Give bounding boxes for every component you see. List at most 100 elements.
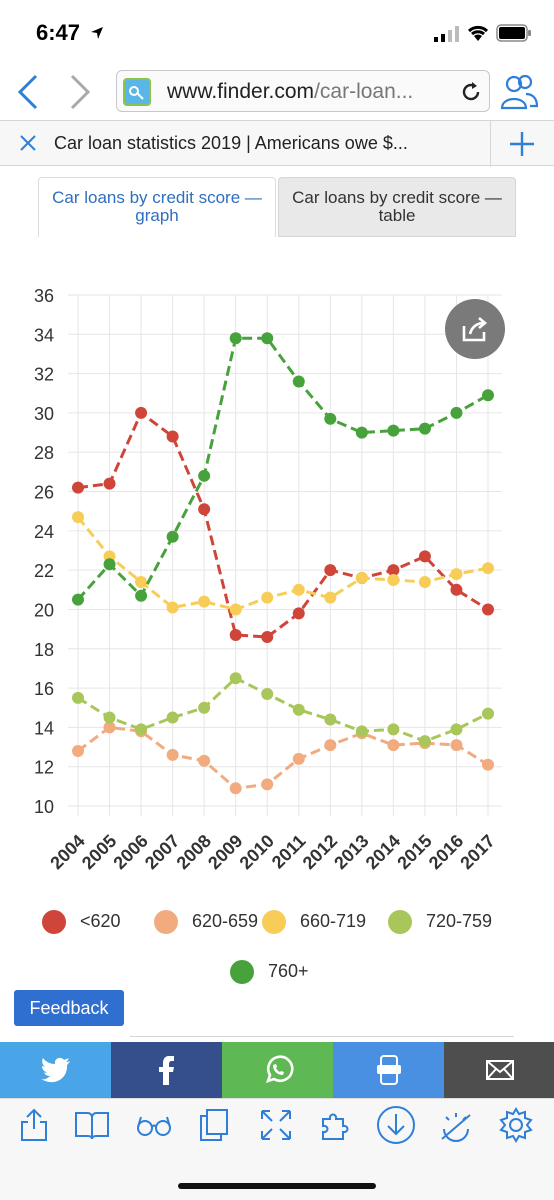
data-point[interactable]	[198, 503, 211, 516]
data-point[interactable]	[103, 558, 116, 571]
tab-table[interactable]: Car loans by credit score — table	[278, 177, 516, 237]
data-point[interactable]	[135, 575, 148, 588]
data-point[interactable]	[72, 511, 84, 524]
data-point[interactable]	[198, 754, 211, 767]
tab-title[interactable]: Car loan statistics 2019 | Americans owe…	[54, 133, 408, 153]
fullscreen-icon[interactable]	[258, 1107, 294, 1143]
share-icon[interactable]	[16, 1107, 52, 1143]
data-point[interactable]	[166, 430, 179, 443]
x-tick-label: 2015	[393, 831, 435, 873]
data-point[interactable]	[72, 691, 84, 704]
data-point[interactable]	[166, 601, 179, 614]
data-point[interactable]	[198, 595, 211, 608]
data-point[interactable]	[482, 603, 494, 616]
settings-gear-icon[interactable]	[498, 1107, 534, 1143]
data-point[interactable]	[103, 721, 116, 734]
reload-icon[interactable]	[459, 80, 483, 104]
data-point[interactable]	[135, 406, 148, 419]
data-point[interactable]	[450, 583, 463, 596]
data-point[interactable]	[72, 744, 84, 757]
data-point[interactable]	[324, 564, 337, 577]
data-point[interactable]	[166, 748, 179, 761]
browser-toolbar	[0, 1098, 554, 1200]
data-point[interactable]	[450, 568, 463, 581]
bookmarks-icon[interactable]	[74, 1107, 110, 1143]
data-point[interactable]	[324, 739, 337, 752]
chart-series	[72, 332, 494, 795]
new-tab-icon[interactable]	[508, 130, 536, 158]
data-point[interactable]	[292, 752, 305, 765]
back-button[interactable]	[14, 72, 42, 112]
tab-divider	[490, 121, 491, 167]
data-point[interactable]	[135, 589, 148, 602]
data-point[interactable]	[355, 725, 368, 738]
data-point[interactable]	[418, 575, 431, 588]
twitter-share-button[interactable]	[0, 1042, 111, 1098]
feedback-button[interactable]: Feedback	[14, 990, 124, 1026]
whatsapp-share-button[interactable]	[222, 1042, 333, 1098]
data-point[interactable]	[166, 530, 179, 543]
data-point[interactable]	[72, 481, 84, 494]
people-icon[interactable]	[500, 74, 538, 110]
data-point[interactable]	[418, 735, 431, 748]
data-point[interactable]	[292, 583, 305, 596]
data-point[interactable]	[135, 723, 148, 736]
chart-grid	[68, 294, 502, 816]
reading-glasses-icon[interactable]	[136, 1107, 172, 1143]
data-point[interactable]	[482, 562, 494, 575]
data-point[interactable]	[387, 424, 400, 437]
data-point[interactable]	[72, 593, 84, 606]
data-point[interactable]	[324, 591, 337, 604]
data-point[interactable]	[261, 591, 274, 604]
data-point[interactable]	[324, 713, 337, 726]
data-point[interactable]	[261, 630, 274, 643]
data-point[interactable]	[229, 672, 242, 685]
forward-button[interactable]	[66, 72, 94, 112]
data-point[interactable]	[355, 426, 368, 439]
data-point[interactable]	[261, 687, 274, 700]
data-point[interactable]	[418, 550, 431, 563]
data-point[interactable]	[103, 711, 116, 724]
data-point[interactable]	[198, 469, 211, 482]
data-point[interactable]	[450, 406, 463, 419]
data-point[interactable]	[387, 573, 400, 586]
close-tab-icon[interactable]	[18, 133, 38, 153]
data-point[interactable]	[450, 739, 463, 752]
facebook-share-button[interactable]	[111, 1042, 222, 1098]
data-point[interactable]	[261, 778, 274, 791]
data-point[interactable]	[387, 564, 400, 577]
series-line	[77, 410, 489, 639]
x-tick-label: 2011	[268, 831, 310, 873]
tabs-icon[interactable]	[196, 1107, 232, 1143]
extensions-icon[interactable]	[318, 1107, 354, 1143]
tab-graph[interactable]: Car loans by credit score — graph	[38, 177, 276, 237]
data-point[interactable]	[261, 332, 274, 345]
night-mode-icon[interactable]	[438, 1107, 474, 1143]
data-point[interactable]	[229, 603, 242, 616]
browser-tab-bar: Car loan statistics 2019 | Americans owe…	[0, 120, 554, 167]
data-point[interactable]	[103, 477, 116, 490]
data-point[interactable]	[482, 707, 494, 720]
sms-share-button[interactable]	[333, 1042, 444, 1098]
data-point[interactable]	[418, 422, 431, 435]
data-point[interactable]	[482, 758, 494, 771]
data-point[interactable]	[324, 412, 337, 425]
data-point[interactable]	[229, 629, 242, 642]
address-bar[interactable]: www.finder.com/car-loan...	[116, 70, 490, 112]
data-point[interactable]	[387, 723, 400, 736]
data-point[interactable]	[450, 723, 463, 736]
data-point[interactable]	[198, 701, 211, 714]
download-icon[interactable]	[376, 1105, 416, 1145]
data-point[interactable]	[292, 703, 305, 716]
data-point[interactable]	[355, 572, 368, 585]
data-point[interactable]	[166, 711, 179, 724]
data-point[interactable]	[292, 375, 305, 388]
email-share-button[interactable]	[444, 1042, 554, 1098]
data-point[interactable]	[229, 332, 242, 345]
data-point[interactable]	[387, 739, 400, 752]
share-chart-button[interactable]	[445, 299, 505, 359]
data-point[interactable]	[482, 389, 494, 402]
data-point[interactable]	[292, 607, 305, 620]
sms-icon	[377, 1055, 401, 1085]
data-point[interactable]	[229, 782, 242, 795]
